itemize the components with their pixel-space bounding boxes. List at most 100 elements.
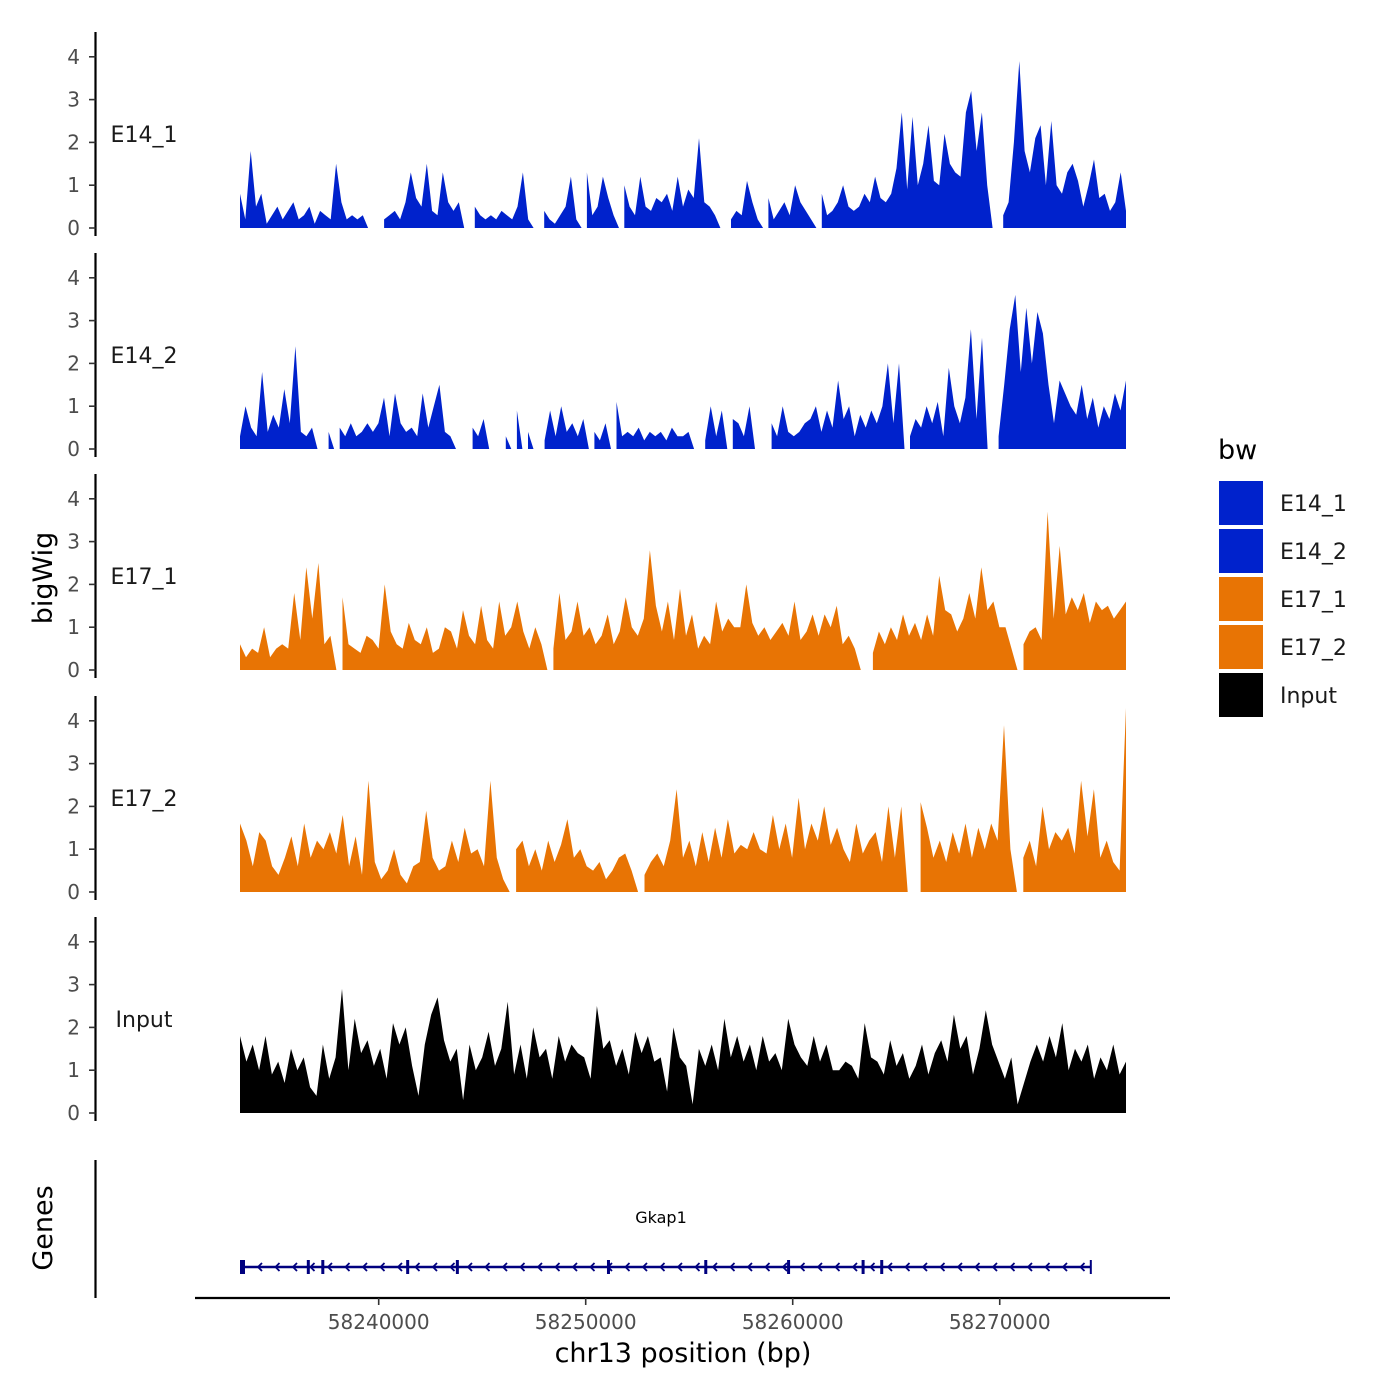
legend-item: E17_1 [1217,575,1347,623]
legend-label: E14_1 [1280,492,1347,517]
strand-arrow [904,1262,911,1272]
legend: bw E14_1 E14_2 E17_1 E17_2 Input [1217,435,1347,719]
y-tick-label: 3 [67,530,80,554]
x-axis-title: chr13 position (bp) [555,1338,812,1369]
exon [406,1260,410,1274]
strand-arrow [816,1262,823,1272]
exon [455,1260,459,1274]
strand-arrow [746,1262,753,1272]
y-tick-label: 2 [67,351,80,375]
strand-arrow [344,1262,351,1272]
genes-track-title: Genes [28,1185,59,1270]
gene-model [240,1260,1092,1274]
y-tick-label: 3 [67,973,80,997]
y-tick-label: 4 [67,266,80,290]
strand-arrow [326,1262,333,1272]
x-tick-label: 58270000 [949,1310,1051,1334]
exon [606,1260,610,1274]
track-Input: 0 1 2 3 4 Input [67,917,1126,1125]
y-tick-label: 4 [67,487,80,511]
strand-arrow [956,1262,963,1272]
y-tick-label: 2 [67,1015,80,1039]
strand-arrow [869,1262,876,1272]
x-axis: 58240000 58250000 58260000 58270000 chr13 p… [195,1296,1170,1369]
gene-track: Genes Gkap1 [28,1160,1092,1298]
strand-arrow [571,1262,578,1272]
strand-arrow [309,1262,316,1272]
y-tick-label: 0 [67,1101,80,1125]
legend-label: Input [1280,684,1337,709]
y-tick-label: 0 [67,216,80,240]
track-E14_1: 0 1 2 3 4 E14_1 [67,32,1126,240]
track-label: E17_1 [111,565,178,590]
strand-arrow [274,1262,281,1272]
y-tick-label: 4 [67,45,80,69]
strand-arrow [431,1262,438,1272]
strand-arrow [1009,1262,1016,1272]
strand-arrow [1044,1262,1051,1272]
y-tick-label: 0 [67,437,80,461]
y-axis-title: bigWig [28,532,59,625]
strand-arrow [519,1262,526,1272]
track-label: E14_2 [111,344,178,369]
legend-swatch [1217,671,1265,719]
strand-arrow [414,1262,421,1272]
strand-arrow [554,1262,561,1272]
x-tick-label: 58240000 [328,1310,430,1334]
legend-label: E17_1 [1280,588,1347,613]
legend-items: E14_1 E14_2 E17_1 E17_2 Input [1217,479,1347,719]
legend-item: E17_2 [1217,623,1347,671]
strand-arrow [589,1262,596,1272]
strand-arrow [466,1262,473,1272]
y-tick-label: 1 [67,173,80,197]
y-tick-label: 2 [67,794,80,818]
legend-swatch [1217,623,1265,671]
y-tick-label: 0 [67,880,80,904]
strand-arrow [624,1262,631,1272]
y-tick-label: 2 [67,130,80,154]
exon [321,1260,325,1274]
strand-arrow [256,1262,263,1272]
strand-arrow [851,1262,858,1272]
y-tick-label: 1 [67,837,80,861]
y-tick-label: 2 [67,572,80,596]
gene-end-block [240,1260,245,1274]
y-tick-label: 4 [67,709,80,733]
strand-arrow [449,1262,456,1272]
signal-area-E14_2 [240,294,1126,449]
strand-arrow [484,1262,491,1272]
strand-arrow [361,1262,368,1272]
x-axis-ticks: 58240000 58250000 58260000 58270000 [328,1298,1051,1334]
y-tick-label: 1 [67,1058,80,1082]
signal-area-Input [240,988,1126,1113]
strand-arrow [991,1262,998,1272]
strand-arrow [974,1262,981,1272]
strand-arrow [1061,1262,1068,1272]
legend-swatch [1217,479,1265,527]
x-tick-label: 58250000 [535,1310,637,1334]
exon [880,1260,884,1274]
strand-arrow [711,1262,718,1272]
strand-arrow [781,1262,788,1272]
strand-arrow [939,1262,946,1272]
exon [704,1260,708,1274]
strand-arrow [659,1262,666,1272]
strand-arrow [764,1262,771,1272]
legend-swatch [1217,527,1265,575]
signal-area-E17_2 [240,708,1126,892]
legend-label: E17_2 [1280,636,1347,661]
track-E17_1: 0 1 2 3 4 E17_1 [67,474,1126,682]
y-tick-label: 3 [67,752,80,776]
track-E17_2: 0 1 2 3 4 E17_2 [67,696,1126,904]
strand-arrow [379,1262,386,1272]
strand-arrow [291,1262,298,1272]
legend-item: Input [1217,671,1337,719]
y-tick-label: 3 [67,309,80,333]
signal-area-E14_1 [240,61,1126,228]
track-E14_2: 0 1 2 3 4 E14_2 [67,253,1126,461]
strand-arrow [886,1262,893,1272]
signal-tracks: 0 1 2 3 4 E14_1 0 1 2 3 4 E14_2 0 1 2 3 4 E17_1 0 1 2 3 4 E17_2… [67,32,1126,1125]
track-label: E14_1 [111,123,178,148]
strand-arrow [921,1262,928,1272]
